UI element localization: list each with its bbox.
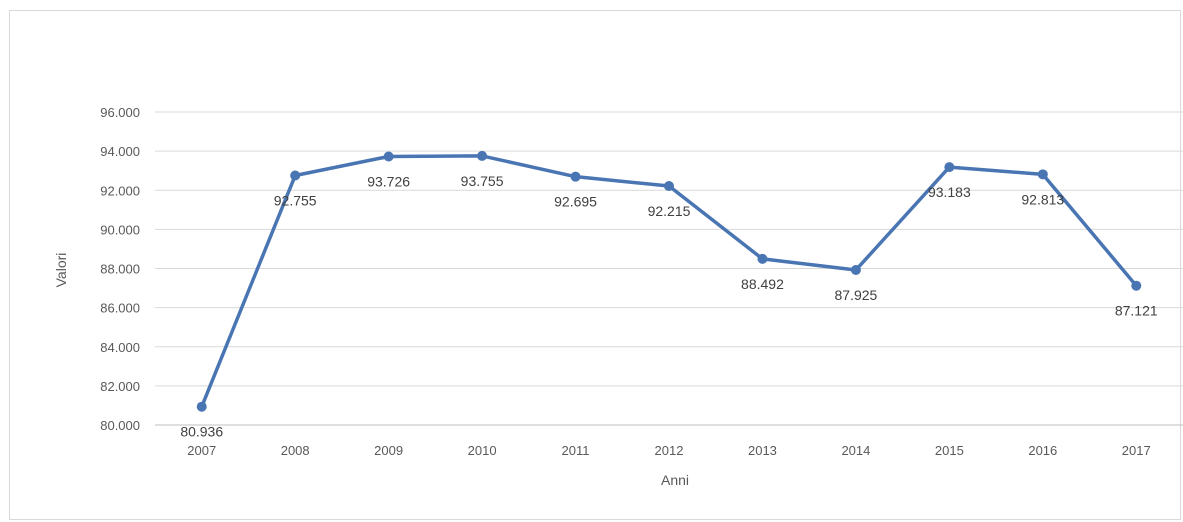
data-label: 87.925 — [834, 287, 877, 303]
x-tick-label: 2011 — [562, 443, 590, 458]
x-tick-label: 2013 — [748, 443, 777, 458]
data-point — [1131, 280, 1142, 291]
data-point — [944, 162, 955, 173]
data-point — [383, 151, 394, 162]
data-point — [757, 253, 768, 264]
x-tick-label: 2007 — [187, 443, 216, 458]
x-tick-label: 2012 — [655, 443, 684, 458]
y-tick-label: 86.000 — [100, 301, 140, 316]
series-line-path — [199, 154, 1139, 409]
data-point — [664, 181, 674, 192]
data-point — [290, 170, 301, 181]
data-point — [570, 171, 581, 182]
x-axis-title: Anni — [661, 472, 689, 488]
x-tick-label: 2009 — [374, 443, 403, 458]
y-tick-label: 92.000 — [100, 183, 140, 198]
data-labels: 80.936 92.755 93.726 93.755 92.695 92.215 88.4… — [180, 173, 1158, 440]
y-axis-title: Valori — [53, 253, 69, 288]
x-tick-label: 2010 — [468, 443, 497, 458]
x-tick-label: 2014 — [841, 443, 870, 458]
data-label: 92.813 — [1021, 191, 1064, 207]
data-point — [196, 401, 207, 412]
data-label: 92.695 — [554, 194, 597, 210]
data-label: 93.726 — [367, 173, 410, 189]
x-tick-label: 2016 — [1028, 443, 1057, 458]
x-tick-labels: 2007 2008 2009 2010 2011 2012 2013 2014 2015 2016… — [187, 443, 1150, 458]
data-label: 92.215 — [648, 203, 691, 219]
series-line — [199, 154, 1139, 409]
y-tick-labels: 80.000 82.000 84.000 86.000 88.000 90.000 92.0… — [100, 105, 140, 433]
gridlines — [155, 111, 1183, 426]
data-point — [850, 264, 861, 275]
y-tick-label: 96.000 — [100, 105, 140, 120]
y-tick-label: 90.000 — [100, 222, 140, 237]
x-tick-label: 2015 — [935, 443, 964, 458]
data-label: 93.183 — [928, 184, 971, 200]
y-tick-label: 94.000 — [100, 144, 140, 159]
y-tick-label: 80.000 — [100, 418, 140, 433]
data-label: 87.121 — [1115, 303, 1158, 319]
data-label: 93.755 — [461, 173, 504, 189]
chart-frame — [9, 10, 1181, 520]
data-point — [1037, 169, 1048, 180]
y-tick-label: 84.000 — [100, 340, 140, 355]
data-label: 80.936 — [180, 424, 223, 440]
data-point — [477, 150, 488, 161]
y-tick-label: 82.000 — [100, 379, 140, 394]
x-tick-label: 2017 — [1122, 443, 1151, 458]
data-points — [196, 150, 1142, 412]
x-tick-label: 2008 — [281, 443, 310, 458]
y-tick-label: 88.000 — [100, 262, 140, 277]
data-label: 88.492 — [741, 276, 784, 292]
data-label: 92.755 — [274, 192, 317, 208]
